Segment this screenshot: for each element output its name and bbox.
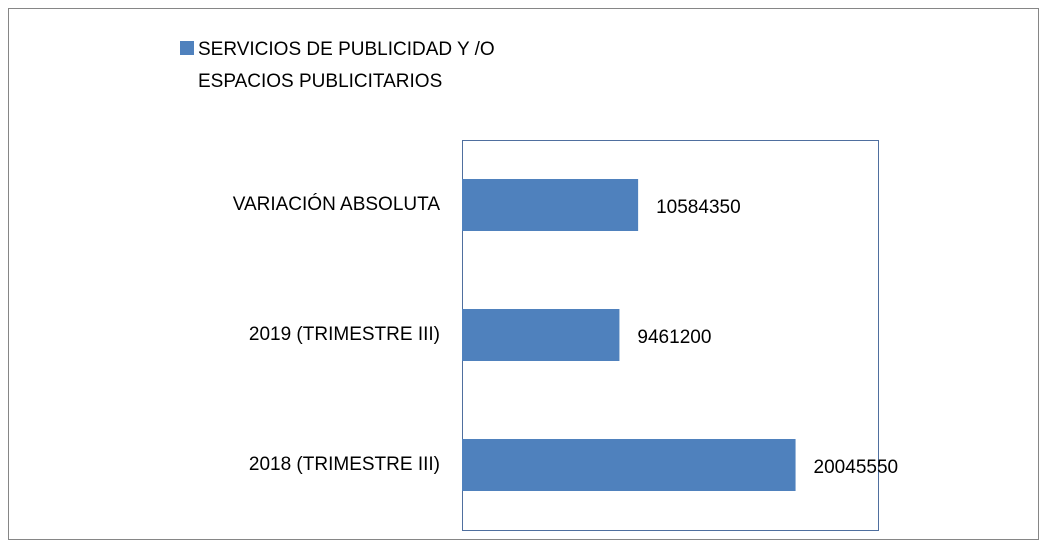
legend-label: SERVICIOS DE PUBLICIDAD Y /O ESPACIOS PU… xyxy=(198,39,495,92)
legend-swatch xyxy=(180,41,194,55)
y-tick-label: VARIACIÓN ABSOLUTA xyxy=(233,193,441,215)
y-tick-label: 2018 (TRIMESTRE III) xyxy=(249,454,440,475)
chart-border xyxy=(8,8,1039,540)
data-label: 9461200 xyxy=(637,327,711,348)
bar xyxy=(462,439,796,491)
y-tick-label: 2019 (TRIMESTRE III) xyxy=(249,324,440,345)
data-label: 20045550 xyxy=(814,457,899,478)
bar xyxy=(462,179,639,231)
data-label: 10584350 xyxy=(656,197,741,218)
bar xyxy=(462,309,620,361)
